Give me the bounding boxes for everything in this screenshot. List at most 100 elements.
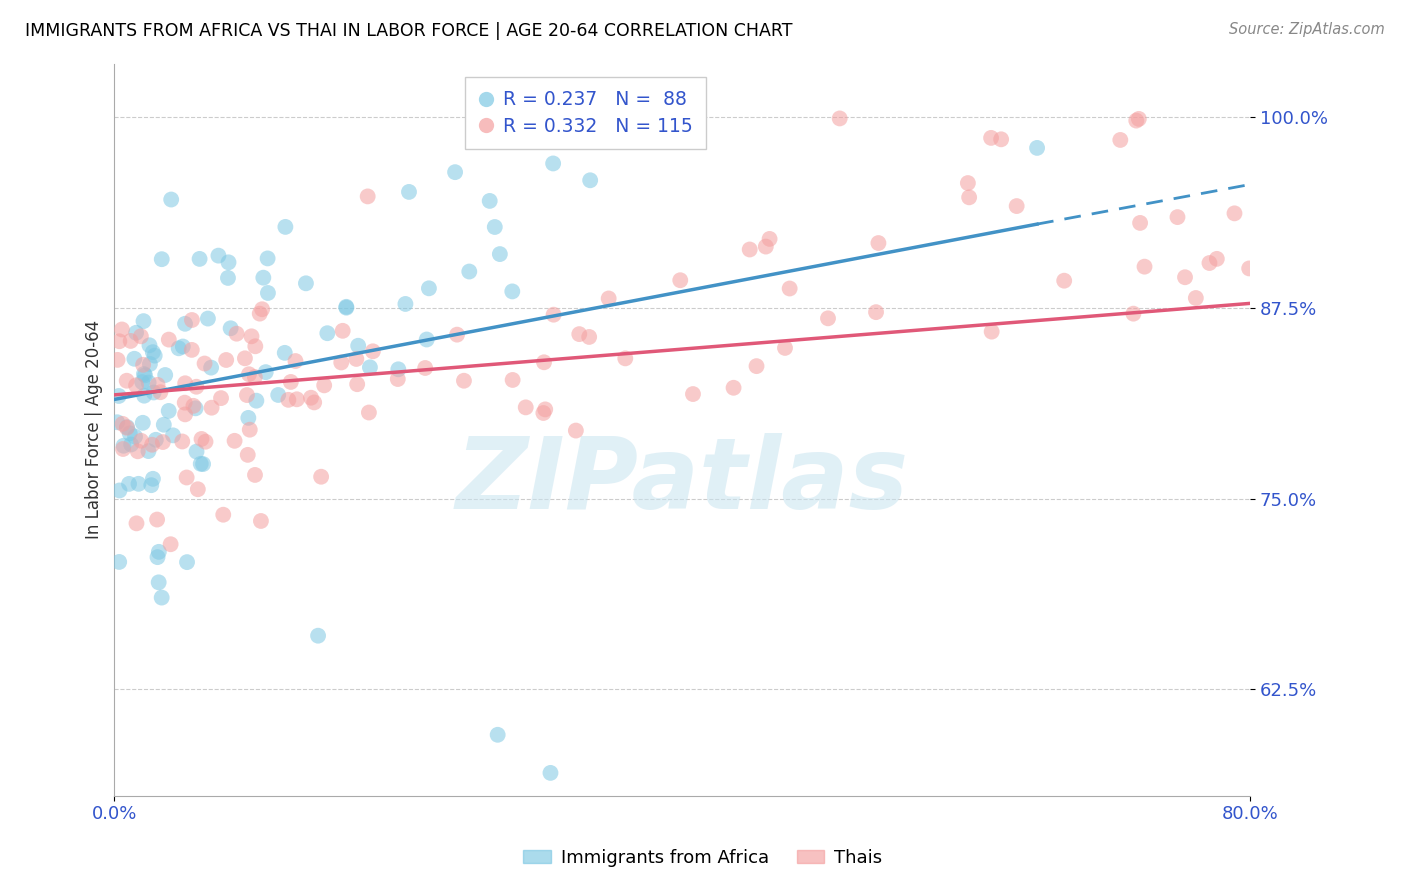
- Point: [112, 442, 135, 456]
- Point: [250, 514, 273, 528]
- Point: [197, 311, 219, 326]
- Point: [335, 301, 357, 315]
- Point: [990, 132, 1012, 146]
- Point: [118, 476, 141, 491]
- Point: [344, 351, 367, 366]
- Point: [142, 385, 165, 400]
- Point: [209, 391, 232, 405]
- Point: [280, 375, 302, 389]
- Point: [1174, 270, 1197, 285]
- Point: [444, 165, 467, 179]
- Point: [1128, 112, 1150, 126]
- Point: [212, 508, 235, 522]
- Point: [191, 457, 214, 471]
- Point: [176, 555, 198, 569]
- Point: [174, 317, 197, 331]
- Point: [533, 355, 555, 369]
- Point: [148, 575, 170, 590]
- Point: [1053, 274, 1076, 288]
- Point: [159, 537, 181, 551]
- Legend: R = 0.237   N =  88, R = 0.332   N = 115: R = 0.237 N = 88, R = 0.332 N = 115: [465, 77, 706, 149]
- Point: [669, 273, 692, 287]
- Point: [543, 308, 565, 322]
- Point: [238, 410, 260, 425]
- Point: [239, 423, 262, 437]
- Point: [957, 190, 980, 204]
- Point: [145, 433, 167, 447]
- Point: [531, 406, 554, 420]
- Point: [181, 313, 204, 327]
- Point: [218, 255, 240, 269]
- Point: [150, 252, 173, 267]
- Point: [200, 360, 222, 375]
- Point: [120, 334, 142, 348]
- Point: [398, 185, 420, 199]
- Point: [107, 352, 129, 367]
- Point: [357, 189, 380, 203]
- Point: [184, 401, 207, 416]
- Point: [583, 111, 606, 125]
- Point: [865, 305, 887, 319]
- Point: [138, 376, 160, 390]
- Point: [187, 482, 209, 496]
- Point: [148, 545, 170, 559]
- Point: [132, 314, 155, 328]
- Point: [357, 405, 380, 419]
- Point: [152, 435, 174, 450]
- Point: [335, 300, 357, 314]
- Point: [284, 354, 307, 368]
- Point: [252, 270, 274, 285]
- Point: [307, 629, 329, 643]
- Point: [194, 357, 217, 371]
- Point: [415, 333, 437, 347]
- Point: [1185, 291, 1208, 305]
- Point: [598, 292, 620, 306]
- Point: [446, 327, 468, 342]
- Point: [484, 219, 506, 234]
- Point: [249, 307, 271, 321]
- Point: [980, 131, 1002, 145]
- Point: [274, 346, 297, 360]
- Point: [111, 417, 134, 431]
- Point: [302, 395, 325, 409]
- Text: ZIPatlas: ZIPatlas: [456, 433, 908, 530]
- Point: [1166, 210, 1188, 224]
- Point: [489, 247, 512, 261]
- Point: [236, 448, 259, 462]
- Point: [125, 516, 148, 531]
- Point: [332, 324, 354, 338]
- Point: [568, 327, 591, 342]
- Point: [142, 472, 165, 486]
- Point: [243, 467, 266, 482]
- Point: [682, 387, 704, 401]
- Point: [779, 281, 801, 295]
- Point: [285, 392, 308, 407]
- Point: [755, 239, 778, 253]
- Point: [418, 281, 440, 295]
- Point: [1237, 261, 1260, 276]
- Point: [828, 112, 851, 126]
- Point: [245, 339, 267, 353]
- Point: [207, 249, 229, 263]
- Point: [129, 329, 152, 343]
- Point: [115, 420, 138, 434]
- Point: [956, 176, 979, 190]
- Point: [346, 377, 368, 392]
- Point: [1005, 199, 1028, 213]
- Point: [142, 345, 165, 359]
- Point: [139, 357, 162, 371]
- Y-axis label: In Labor Force | Age 20-64: In Labor Force | Age 20-64: [86, 320, 103, 540]
- Point: [174, 376, 197, 391]
- Point: [108, 555, 131, 569]
- Point: [118, 426, 141, 441]
- Point: [257, 285, 280, 300]
- Point: [190, 457, 212, 471]
- Point: [534, 402, 557, 417]
- Point: [108, 483, 131, 498]
- Point: [105, 415, 128, 429]
- Point: [157, 333, 180, 347]
- Point: [868, 235, 890, 250]
- Point: [1109, 133, 1132, 147]
- Point: [174, 408, 197, 422]
- Point: [723, 381, 745, 395]
